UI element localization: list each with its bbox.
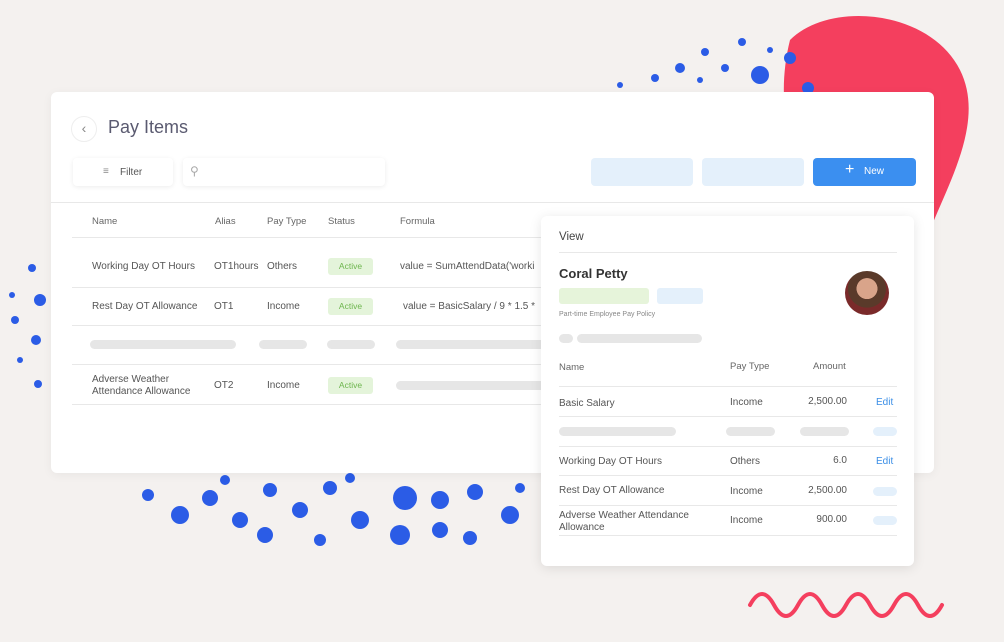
cell: Others: [730, 456, 761, 467]
row-divider: [559, 505, 897, 506]
amount: 2,500.00: [808, 485, 847, 496]
skeleton: [559, 334, 573, 343]
cell: Income: [730, 515, 763, 526]
amount: 6.0: [833, 455, 847, 466]
column-header: Name: [559, 362, 585, 373]
filter-icon: ≡: [103, 166, 109, 177]
status-badge: Active: [328, 258, 373, 275]
cell: OT1hours: [214, 261, 259, 272]
policy: Part-time Employee Pay Policy: [559, 311, 656, 318]
divider: [51, 202, 934, 203]
skeleton: [259, 340, 307, 349]
cell: Adverse Weather Attendance Allowance: [92, 374, 191, 397]
skeleton: [873, 516, 897, 525]
cell: Income: [730, 397, 763, 408]
row-divider: [72, 325, 542, 326]
cell: Adverse Weather Attendance Allowance: [559, 510, 689, 533]
cell: Working Day OT Hours: [559, 456, 662, 467]
skeleton: [327, 340, 375, 349]
employee-name: Coral Petty: [559, 266, 628, 281]
search-input[interactable]: ⚲: [183, 158, 385, 186]
search-icon: ⚲: [190, 164, 199, 178]
amount: 900.00: [816, 514, 847, 525]
skeleton: [559, 288, 649, 304]
skeleton: [873, 427, 897, 436]
skeleton: [559, 427, 676, 436]
cell: Others: [267, 261, 298, 272]
row-divider: [72, 364, 542, 365]
edit-link[interactable]: Edit: [876, 456, 894, 467]
edit-link[interactable]: Edit: [876, 397, 894, 408]
row-divider: [559, 535, 897, 536]
filter-label: Filter: [120, 167, 143, 178]
cell: OT2: [214, 380, 234, 391]
skeleton: [396, 381, 546, 390]
cell: OT1: [214, 301, 234, 312]
column-header: Alias: [215, 216, 236, 227]
skeleton: [657, 288, 703, 304]
column-header: Status: [328, 216, 355, 227]
skeleton: [726, 427, 775, 436]
divider: [559, 252, 897, 253]
cell: Working Day OT Hours: [92, 261, 195, 272]
cell: Income: [267, 380, 300, 391]
row-divider: [559, 416, 897, 417]
status-badge: Active: [328, 377, 373, 394]
skeleton: [577, 334, 702, 343]
cell: Rest Day OT Allowance: [559, 485, 665, 496]
panel-title: View: [559, 231, 584, 243]
cell: value = SumAttendData('worki: [400, 261, 535, 272]
plus-icon: +: [845, 161, 855, 178]
new-button[interactable]: + New: [813, 158, 916, 186]
back-button[interactable]: ‹: [71, 116, 97, 142]
row-divider: [72, 237, 542, 238]
cell: Income: [267, 301, 300, 312]
action-button[interactable]: [591, 158, 693, 186]
row-divider: [559, 475, 897, 476]
row-divider: [72, 404, 542, 405]
cell: value = BasicSalary / 9 * 1.5 *: [403, 301, 536, 312]
cell: Income: [730, 486, 763, 497]
column-header: Pay Type: [730, 361, 770, 372]
amount: 2,500.00: [808, 396, 847, 407]
avatar: [845, 271, 889, 315]
skeleton: [800, 427, 849, 436]
view-panel: View Coral Petty Part-time Employee Pay …: [541, 216, 914, 566]
row-divider: [559, 386, 897, 387]
row-divider: [559, 446, 897, 447]
column-header: Amount: [813, 361, 846, 372]
action-button[interactable]: [702, 158, 804, 186]
page-title: Pay Items: [108, 117, 189, 137]
cell: Rest Day OT Allowance: [92, 301, 198, 312]
cell: Basic Salary: [559, 398, 615, 409]
column-header: Name: [92, 216, 118, 227]
skeleton: [90, 340, 236, 349]
filter-button[interactable]: ≡ Filter: [73, 158, 173, 186]
skeleton: [873, 487, 897, 496]
column-header: Formula: [400, 216, 435, 227]
skeleton: [396, 340, 546, 349]
row-divider: [72, 287, 542, 288]
status-badge: Active: [328, 298, 373, 315]
new-label: New: [864, 166, 885, 177]
column-header: Pay Type: [267, 216, 307, 227]
